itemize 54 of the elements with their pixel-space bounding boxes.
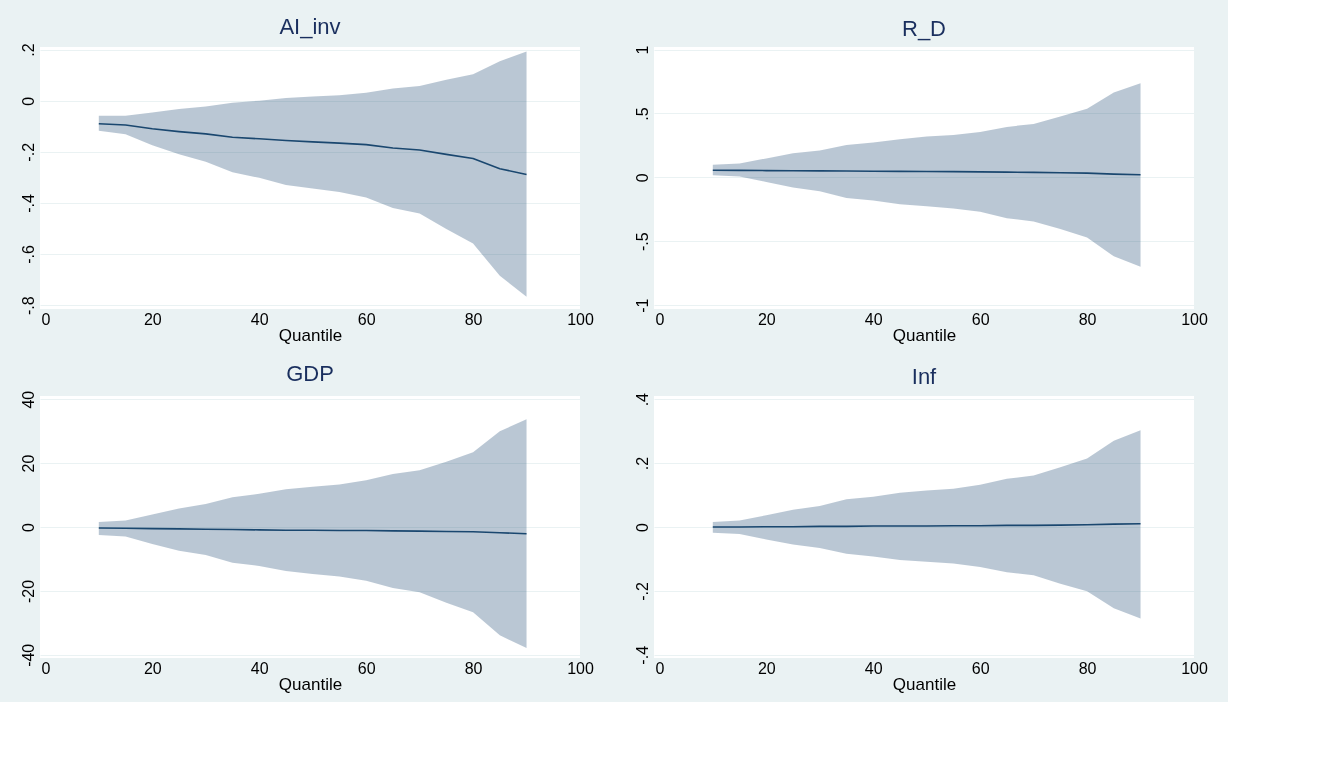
x-tick-label: 20 (757, 310, 776, 328)
x-tick-label: 80 (1078, 659, 1097, 677)
x-axis-title: Quantile (892, 674, 957, 694)
y-tick-label: .2 (633, 456, 651, 471)
y-tick-label: 20 (19, 454, 37, 473)
line-series (98, 122, 528, 176)
y-tick-label: -.2 (19, 142, 37, 162)
y-tick-label: -.2 (633, 581, 651, 601)
chart-title: Inf (911, 363, 938, 389)
x-tick-label: 20 (143, 310, 162, 328)
y-tick-label: -.6 (19, 245, 37, 264)
x-axis-title: Quantile (892, 325, 957, 345)
y-tick-label: -20 (19, 579, 37, 603)
y-tick-label: 0 (19, 522, 37, 532)
y-tick-label: 0 (633, 522, 651, 532)
x-tick-label: 40 (250, 659, 269, 677)
x-tick-label: 20 (757, 659, 776, 677)
x-tick-label: 100 (1181, 659, 1208, 677)
y-tick-label: -.4 (19, 193, 37, 213)
x-tick-label: 0 (41, 310, 51, 328)
y-tick-label: .2 (19, 43, 37, 57)
chart-title: R_D (901, 16, 947, 42)
y-tick-label: -.8 (19, 296, 37, 315)
chart-title: GDP (286, 361, 334, 387)
x-tick-label: 40 (250, 310, 269, 328)
x-tick-label: 80 (464, 310, 483, 328)
y-tick-label: .5 (633, 107, 651, 121)
x-tick-label: 80 (1078, 310, 1097, 328)
y-tick-label: -.4 (633, 645, 651, 665)
x-tick-label: 40 (864, 310, 883, 328)
x-tick-label: 60 (971, 310, 990, 328)
x-tick-label: 100 (1181, 310, 1208, 328)
x-tick-label: 0 (655, 310, 665, 328)
chart-title: AI_inv (279, 13, 341, 39)
x-tick-label: 20 (143, 659, 162, 677)
x-tick-label: 0 (655, 659, 665, 677)
y-tick-label: 0 (19, 96, 37, 106)
y-tick-label: 40 (19, 390, 37, 409)
x-tick-label: 40 (864, 659, 883, 677)
y-tick-label: .4 (633, 392, 651, 407)
y-tick-label: 1 (633, 45, 651, 55)
y-tick-label: 0 (633, 173, 651, 183)
x-tick-label: 60 (971, 659, 990, 677)
y-tick-label: -40 (19, 643, 37, 667)
y-tick-label: -.5 (633, 232, 651, 252)
x-tick-label: 0 (41, 659, 51, 677)
x-tick-label: 80 (464, 659, 483, 677)
x-axis-title: Quantile (278, 325, 343, 345)
x-tick-label: 60 (357, 310, 376, 328)
x-axis-title: Quantile (278, 674, 343, 694)
y-tick-label: -1 (633, 298, 651, 313)
x-tick-label: 100 (567, 310, 594, 328)
x-tick-label: 60 (357, 659, 376, 677)
x-tick-label: 100 (567, 659, 594, 677)
